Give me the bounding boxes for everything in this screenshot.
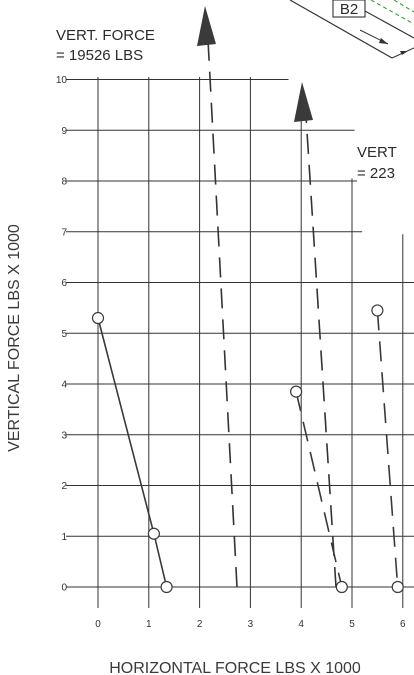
data-point	[91, 311, 105, 325]
y-axis-title: VERTICAL FORCE LBS X 1000	[6, 224, 23, 452]
x-tick-label: 1	[146, 619, 152, 630]
y-tick-label: 3	[61, 430, 67, 441]
y-tick-label: 2	[61, 481, 67, 492]
data-point	[335, 580, 348, 594]
y-tick-label: 7	[61, 227, 67, 238]
series-layer	[91, 304, 404, 594]
y-tick-label: 4	[61, 380, 67, 391]
force-vector-2	[305, 115, 337, 588]
force-annotation-line2: = 19526 LBS	[56, 47, 143, 64]
x-tick-label: 3	[248, 619, 254, 630]
data-point	[160, 580, 173, 594]
force-annotation-line1: VERT. FORCE	[56, 27, 155, 44]
y-tick-label: 1	[61, 532, 67, 543]
force-annotation-2-line2: = 223	[357, 165, 395, 182]
part-label-box	[332, 0, 366, 18]
x-tick-label: 5	[349, 619, 355, 630]
x-tick-label: 0	[95, 619, 101, 630]
grid	[66, 76, 414, 608]
x-tick-label: 4	[298, 619, 304, 630]
y-tick-label: 0	[61, 583, 67, 594]
y-tick-label: 9	[61, 126, 67, 137]
force-vector-1	[207, 39, 238, 588]
series-line-3	[376, 310, 399, 588]
x-tick-labels: 0 1 2 3 4 5 6	[95, 619, 406, 630]
x-tick-label: 2	[197, 619, 203, 630]
y-tick-label: 6	[61, 278, 67, 289]
structure-sketch: B2	[289, 0, 414, 59]
arrowhead-1	[197, 6, 216, 46]
series-line-1	[97, 317, 168, 588]
x-axis-title: HORIZONTAL FORCE LBS X 1000	[109, 660, 361, 675]
data-point	[371, 304, 384, 317]
x-tick-label: 6	[400, 619, 406, 630]
data-point	[290, 385, 303, 398]
y-tick-label: 5	[61, 329, 67, 340]
data-point	[391, 580, 404, 594]
arrowhead-2	[294, 82, 313, 122]
y-tick-labels: 0 1 2 3 4 5 6 7 8 9 10	[56, 75, 68, 594]
force-vectors	[197, 6, 337, 588]
y-tick-label: 10	[56, 75, 68, 86]
part-label: B2	[340, 1, 358, 18]
force-annotation-2-line1: VERT	[357, 144, 397, 161]
y-tick-label: 8	[61, 177, 67, 188]
series-line-2	[295, 391, 343, 588]
data-point	[147, 527, 160, 540]
